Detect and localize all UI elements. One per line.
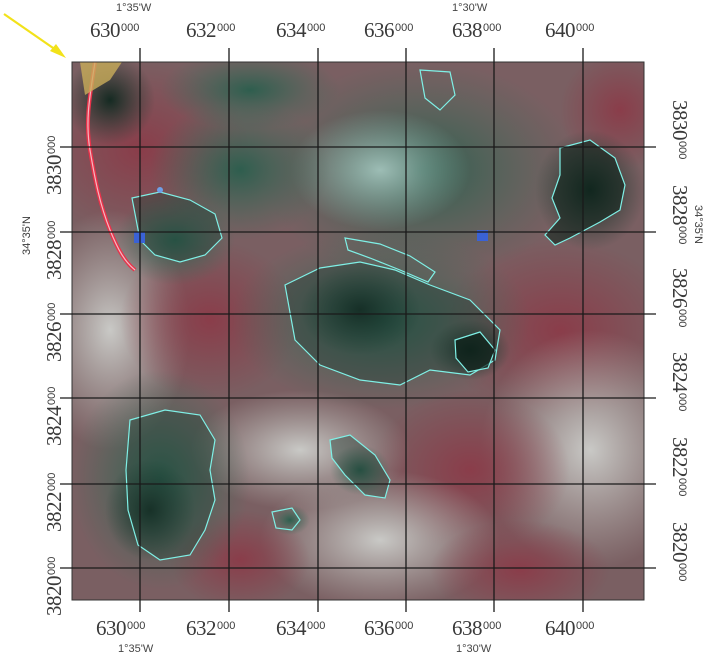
map-frame	[71, 61, 645, 601]
bottom-easting-640: 640000	[545, 616, 595, 640]
left-northing-3828: 3828000	[42, 220, 66, 280]
bottom-easting-636: 636000	[364, 616, 414, 640]
right-lat-label: 34°35'N	[692, 205, 704, 244]
bottom-lon-label-2: 1°30'W	[456, 643, 492, 655]
left-northing-3826: 3826000	[42, 302, 66, 362]
top-easting-638: 638000	[452, 18, 502, 42]
left-northing-3824: 3824000	[42, 386, 66, 446]
right-northing-3826: 3826000	[668, 268, 692, 328]
top-lon-label-2: 1°30'W	[452, 2, 488, 14]
right-northing-3822: 3822000	[668, 437, 692, 497]
bottom-easting-632: 632000	[186, 616, 236, 640]
utm-grid	[60, 48, 656, 612]
top-easting-640: 640000	[545, 18, 595, 42]
bottom-easting-638: 638000	[452, 616, 502, 640]
top-easting-634: 634000	[276, 18, 326, 42]
left-lat-label: 34°35'N	[21, 216, 33, 255]
polygon-small	[271, 507, 301, 531]
bottom-lon-label-1: 1°35'W	[118, 643, 154, 655]
right-northing-3824: 3824000	[668, 352, 692, 412]
bottom-easting-634: 634000	[276, 616, 326, 640]
polygon-west	[131, 191, 223, 263]
left-northing-3830: 3830000	[42, 135, 66, 195]
polygon-south-mid	[329, 434, 391, 499]
top-lon-label-1: 1°35'W	[116, 2, 152, 14]
right-northing-3830: 3830000	[668, 100, 692, 160]
polygon-ridge	[344, 237, 436, 283]
right-northing-3828: 3828000	[668, 185, 692, 245]
left-northing-3822: 3822000	[42, 472, 66, 532]
sample-point-small	[157, 187, 163, 193]
top-easting-636: 636000	[364, 18, 414, 42]
polygon-central-dark	[454, 331, 496, 373]
top-easting-630: 630000	[90, 18, 140, 42]
corner-patch	[80, 62, 122, 95]
sample-point-east	[477, 230, 488, 241]
polygon-southwest	[125, 409, 216, 561]
pointer-arrow	[3, 13, 66, 58]
top-easting-632: 632000	[186, 18, 236, 42]
left-northing-3820: 3820000	[42, 556, 66, 616]
bottom-easting-630: 630000	[96, 616, 146, 640]
right-northing-3820: 3820000	[668, 522, 692, 582]
vegetation-polygons	[125, 69, 626, 561]
polygon-north	[419, 69, 456, 111]
polygon-east	[544, 139, 626, 246]
polygon-central	[284, 261, 501, 386]
